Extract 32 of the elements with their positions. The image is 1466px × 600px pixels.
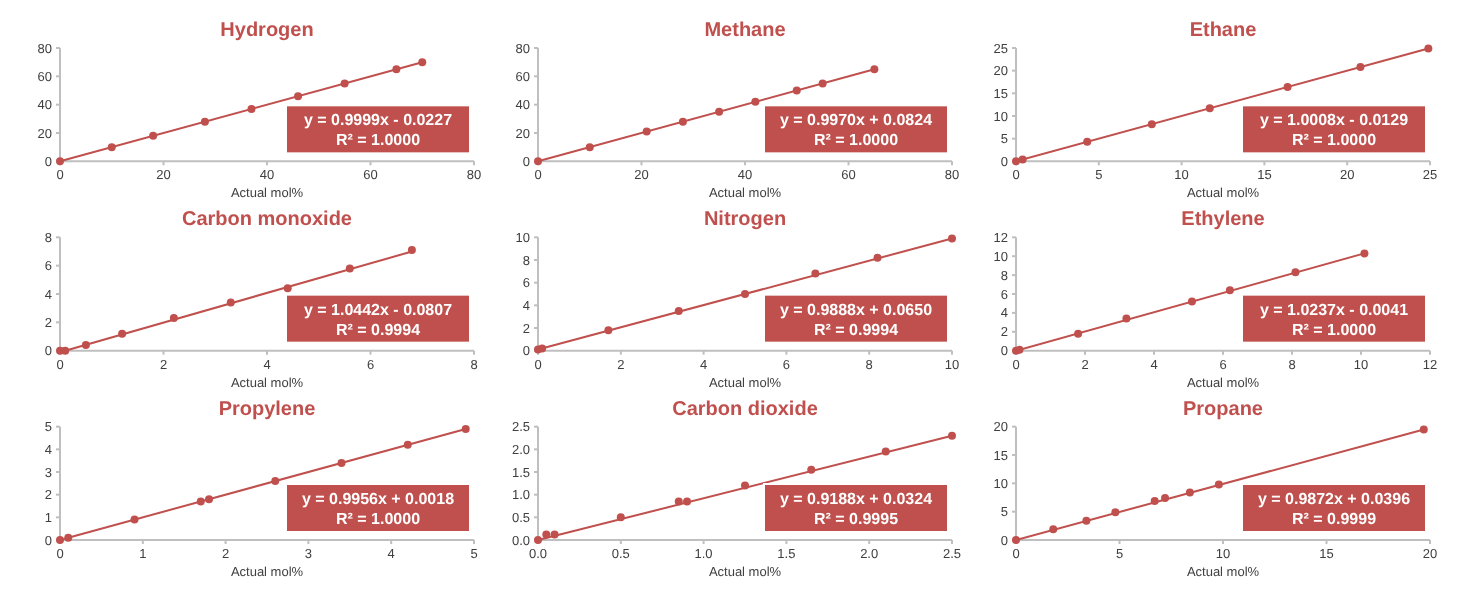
chart-title: Ethane (1189, 20, 1258, 42)
annotation: R² = 0.9994 (335, 320, 422, 339)
annotation: y = 0.9970x + 0.0824 (779, 111, 934, 130)
annotation: R² = 0.9999 (1291, 510, 1378, 528)
point (461, 424, 470, 433)
annotation: R² = 1.0000 (813, 131, 900, 150)
chart-title: Methane (704, 20, 787, 42)
annotation: R² = 1.0000 (335, 131, 422, 150)
annotation: y = 0.9999x - 0.0227 (303, 111, 454, 130)
annotation: y = 0.9188x + 0.0324 (779, 490, 934, 508)
annotation: R² = 0.9994 (813, 320, 900, 339)
annotation: y = 0.9872x + 0.0396 (1257, 490, 1412, 508)
annotation: R² = 1.0000 (335, 510, 422, 528)
annotation: y = 1.0442x - 0.0807 (303, 300, 454, 319)
chart-title: Hydrogen (220, 20, 314, 42)
chart-title: Ethylene (1181, 209, 1266, 232)
point (418, 58, 427, 67)
annotation: y = 1.0008x - 0.0129 (1259, 111, 1410, 130)
chart-title: Carbon dioxide (672, 398, 819, 421)
annotation: y = 0.9956x + 0.0018 (301, 490, 456, 508)
chart-title: Nitrogen (703, 209, 787, 232)
chart-title: Propane (1182, 398, 1264, 421)
annotation: y = 1.0237x - 0.0041 (1259, 300, 1410, 319)
point (61, 346, 70, 355)
chart-title: Propylene (218, 398, 317, 421)
annotation: R² = 1.0000 (1291, 131, 1378, 150)
point (948, 431, 956, 440)
annotation: R² = 0.9995 (813, 510, 900, 528)
annotation: y = 0.9888x + 0.0650 (779, 300, 934, 319)
chart-title: Carbon monoxide (181, 209, 353, 232)
annotation: R² = 1.0000 (1291, 320, 1378, 339)
point (407, 246, 416, 255)
